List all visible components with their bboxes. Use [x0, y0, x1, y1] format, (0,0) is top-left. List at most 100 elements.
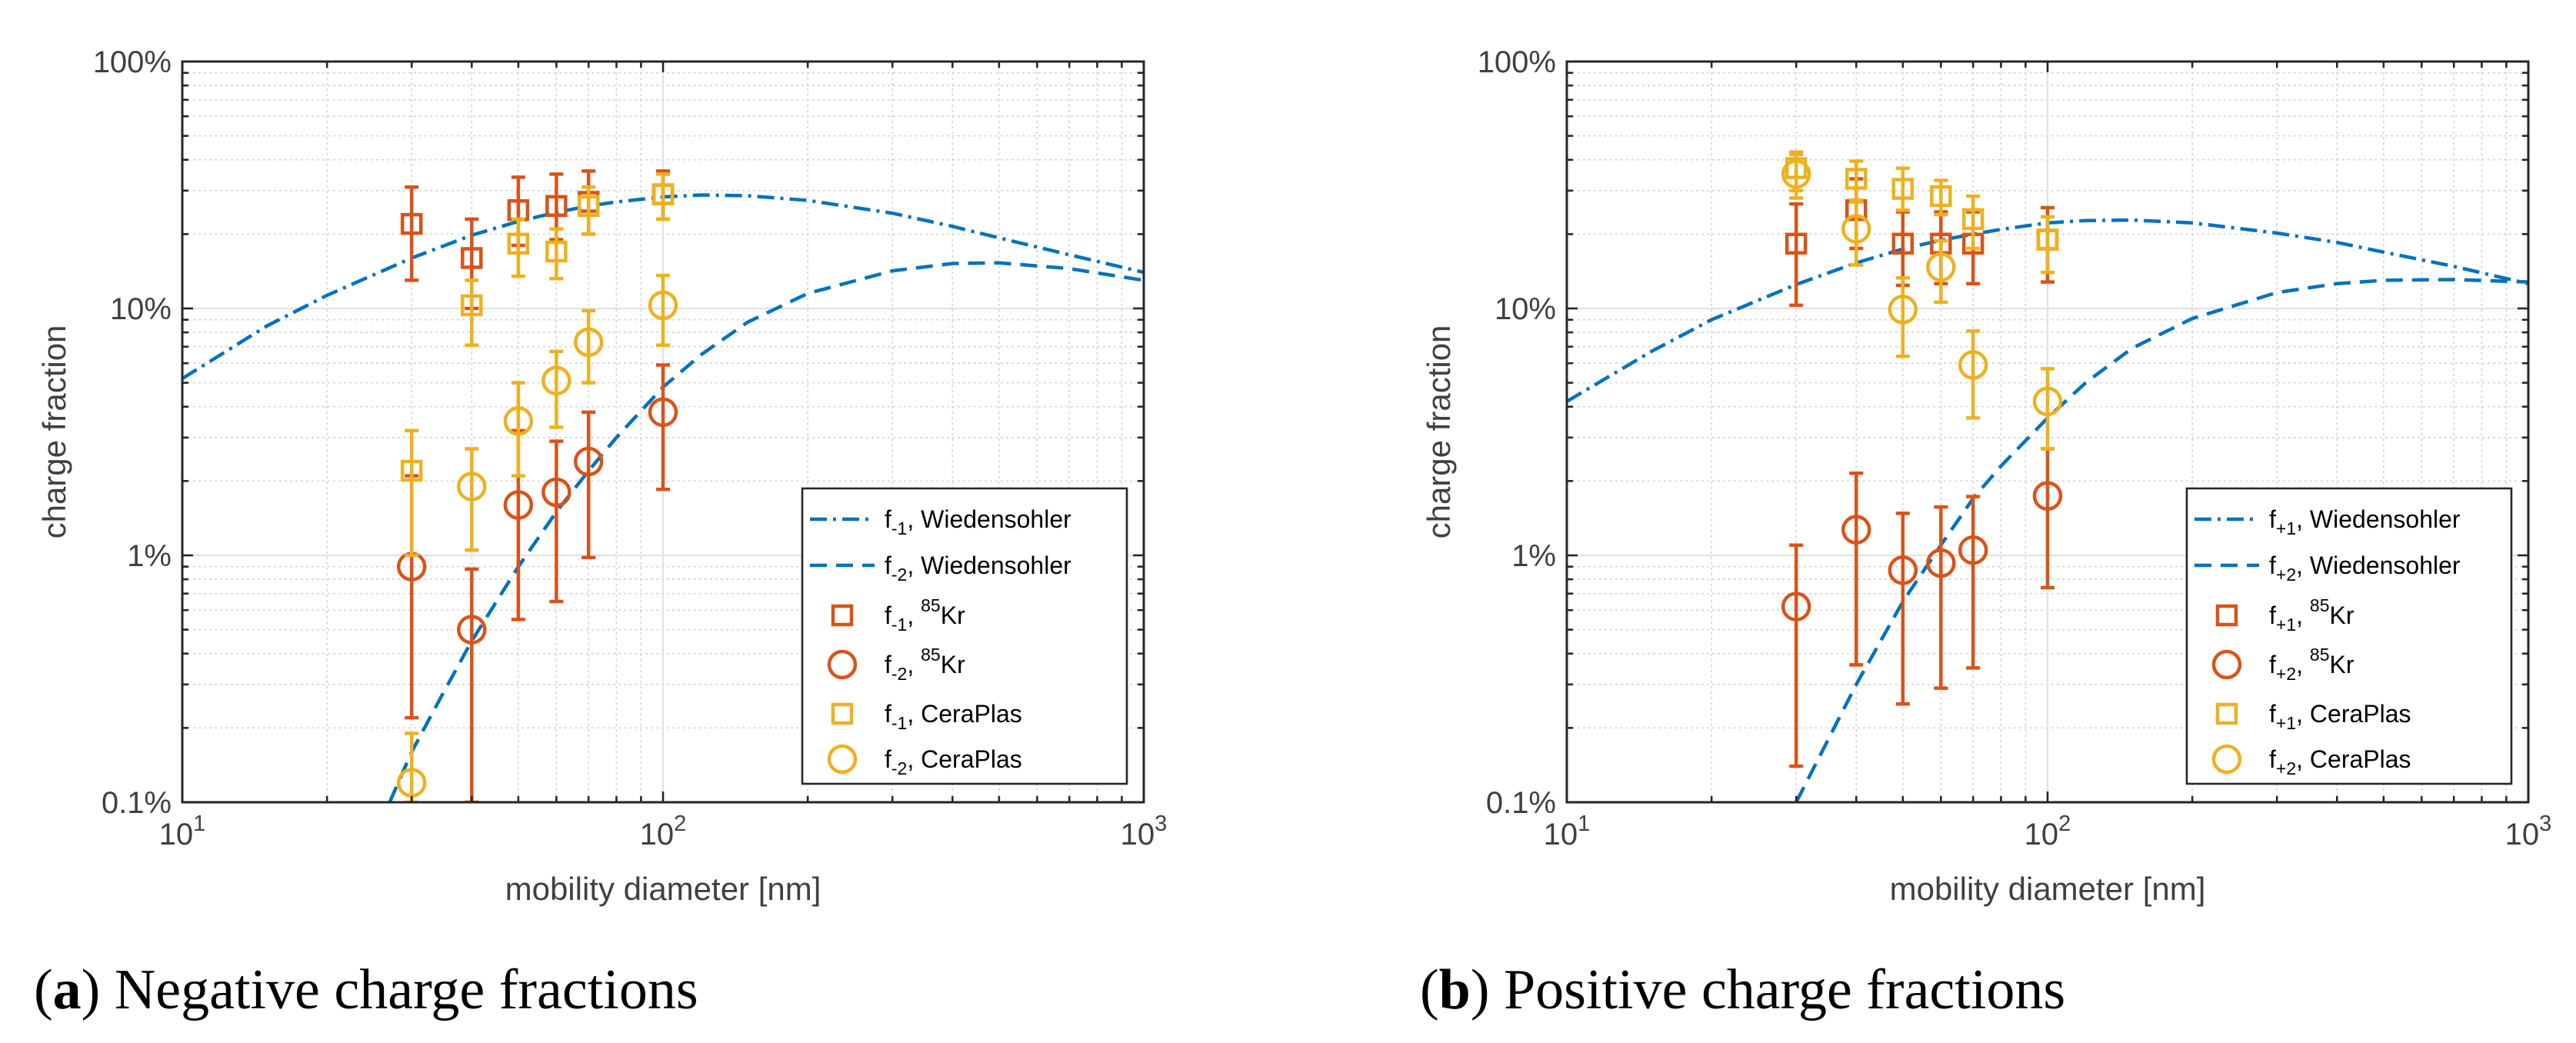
axis-ticks [181, 60, 1145, 804]
x-tick-label: 101 [1544, 811, 1591, 851]
x-tick-exponent: 1 [1578, 811, 1590, 836]
series-4 [400, 172, 675, 558]
data-point-circle [542, 477, 572, 508]
data-point-square [1891, 232, 1915, 255]
x-tick-exponent: 2 [674, 811, 686, 836]
legend-subscript: +1 [2276, 615, 2296, 635]
data-point-circle [648, 290, 678, 321]
legend-name: Kr [941, 651, 965, 678]
data-point-circle [457, 472, 487, 502]
caption-a: (a) Negative charge fractions [34, 958, 698, 1021]
legend-circle-icon [2211, 649, 2242, 680]
legend-label: f-2, CeraPlas [885, 745, 1022, 778]
data-point-square [461, 247, 483, 269]
legend-prefix: f [2269, 745, 2276, 773]
x-tick-base: 10 [2024, 818, 2059, 851]
legend-subscript: -1 [891, 615, 907, 635]
y-tick-label: 100% [1478, 45, 1556, 79]
x-tick-label: 101 [159, 811, 206, 851]
data-point-circle [1888, 295, 1918, 325]
data-point-circle [503, 490, 534, 520]
legend-subscript: +2 [2276, 758, 2296, 778]
data-point-square [2036, 228, 2059, 251]
x-tick-base: 10 [1121, 818, 1155, 851]
data-point-square [577, 195, 600, 218]
legend-circle-icon [827, 744, 858, 775]
y-axis-label: charge fraction [1421, 325, 1457, 539]
data-point-circle [503, 406, 534, 436]
legend-subscript: +1 [2276, 518, 2296, 538]
legend-label: f-2, Wiedensohler [885, 551, 1071, 585]
y-tick-label: 1% [127, 539, 172, 573]
legend-circle-icon [2211, 744, 2242, 775]
x-tick-exponent: 2 [2058, 811, 2071, 836]
legend-prefix: f [885, 601, 891, 629]
data-point-circle [573, 327, 604, 358]
legend-box [2185, 487, 2513, 785]
legend-item: f+2, Wiedensohler [2194, 551, 2461, 585]
legend-name: Kr [941, 601, 965, 629]
data-point-circle [396, 768, 427, 798]
y-tick-label: 0.1% [1486, 786, 1556, 820]
legend-name: , Wiedensohler [2296, 551, 2461, 579]
data-point-circle [1926, 252, 1956, 282]
data-point-circle [1781, 159, 1811, 189]
series-line-0 [1567, 218, 2528, 403]
legend-name: , CeraPlas [907, 700, 1021, 728]
data-point-circle [648, 397, 678, 428]
legend-superscript: 85 [921, 595, 941, 615]
caption-b-letter: b [1438, 958, 1471, 1021]
legend-name: , CeraPlas [2296, 700, 2411, 728]
plot-data [182, 169, 1144, 802]
data-point-square [1930, 185, 1952, 208]
x-axis-label: mobility diameter [nm] [1890, 871, 2206, 907]
legend-label: f-1, Wiedensohler [885, 505, 1071, 538]
series-3 [1781, 447, 2063, 768]
legend-name: , Wiedensohler [907, 551, 1071, 579]
legend-item: f-2, Wiedensohler [810, 551, 1071, 585]
x-tick-label: 102 [640, 811, 687, 851]
series-5 [1781, 152, 2063, 451]
legend-label: f+1, CeraPlas [2269, 700, 2411, 733]
series-5 [396, 273, 678, 802]
legend-item: f+2, 85Kr [2211, 645, 2354, 684]
plot-data [1567, 150, 2528, 802]
data-point-square [1845, 168, 1868, 190]
legend-subscript: -1 [891, 713, 907, 733]
data-point-square [1961, 208, 1984, 231]
legend-prefix: f [885, 551, 891, 579]
caption-a-letter: a [52, 958, 82, 1021]
legend-square-icon [831, 604, 854, 627]
legend-square-icon [831, 702, 854, 725]
data-point-circle [1958, 535, 1988, 565]
legend-prefix: f [2269, 651, 2276, 678]
legend-label: f-1, CeraPlas [885, 700, 1022, 733]
legend-superscript: 85 [2310, 645, 2330, 665]
legend-separator: , [907, 651, 921, 678]
legend-subscript: -2 [891, 664, 907, 684]
caption-b-text: Positive charge fractions [1503, 958, 2066, 1021]
legend-item: f-1, CeraPlas [831, 700, 1022, 733]
legend-name: , Wiedensohler [2296, 505, 2461, 533]
y-axis-label: charge fraction [36, 325, 72, 539]
data-point-square [651, 183, 675, 205]
legend-item: f-2, CeraPlas [827, 744, 1022, 778]
legend-item: f-1, Wiedensohler [810, 505, 1071, 538]
x-axis-label: mobility diameter [nm] [505, 871, 821, 907]
legend-subscript: +1 [2276, 713, 2296, 733]
legend-name: , CeraPlas [2296, 745, 2411, 773]
legend-item: f+1, CeraPlas [2215, 700, 2411, 733]
data-point-circle [1841, 214, 1871, 244]
data-point-circle [457, 615, 487, 645]
series-line-1 [1795, 278, 2528, 802]
data-point-circle [1841, 515, 1871, 545]
legend-name: Kr [2330, 651, 2354, 678]
data-point-square [1891, 178, 1915, 200]
data-point-square [400, 459, 423, 482]
data-point-circle [1781, 591, 1811, 621]
caption-b: (b) Positive charge fractions [1420, 958, 2066, 1021]
legend-prefix: f [2269, 601, 2276, 629]
data-point-circle [1926, 548, 1956, 578]
legend-superscript: 85 [921, 645, 941, 665]
